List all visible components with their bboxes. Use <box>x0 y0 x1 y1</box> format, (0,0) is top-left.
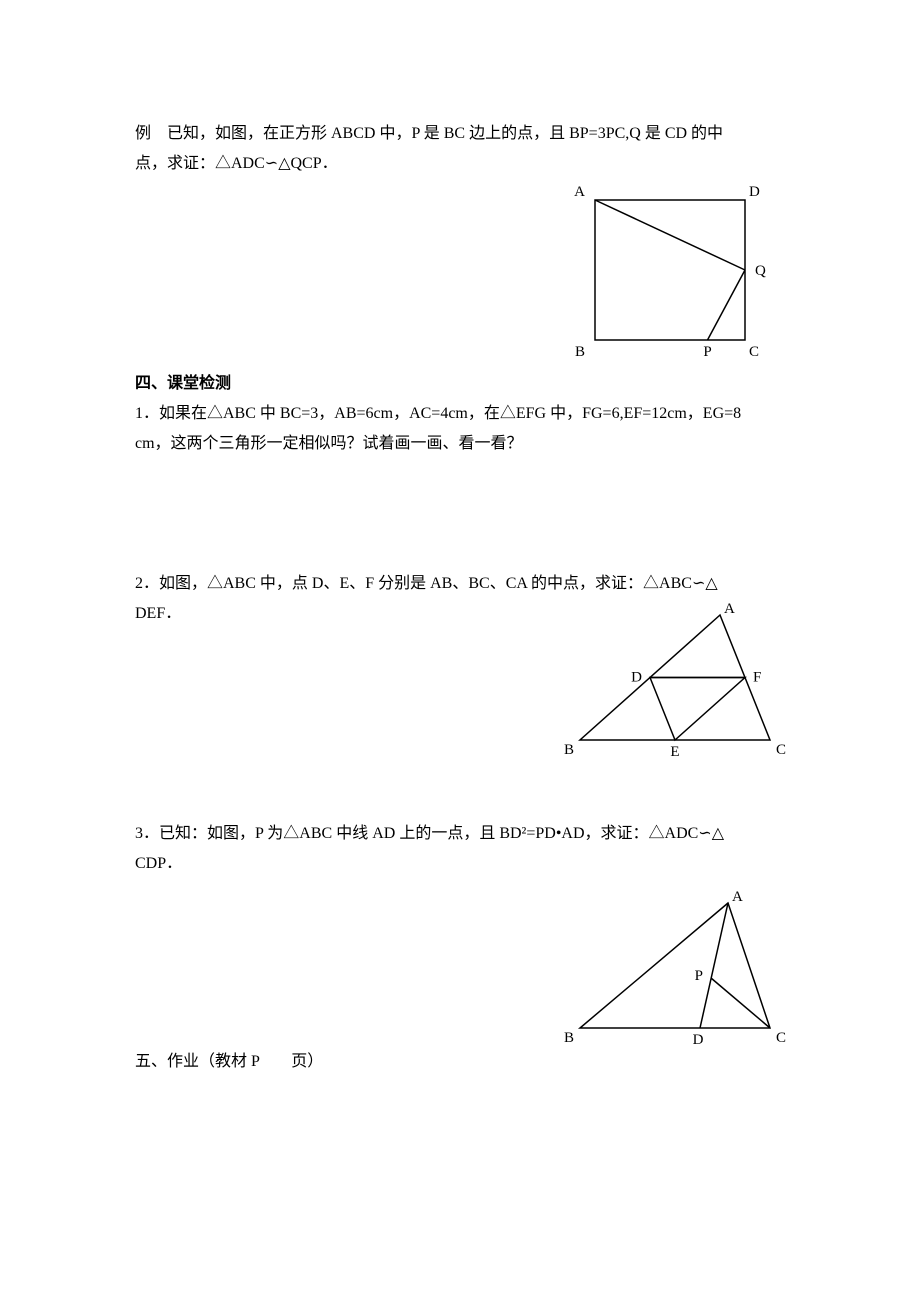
svg-text:C: C <box>749 344 759 360</box>
svg-text:D: D <box>749 184 760 200</box>
example-line1: 例 已知，如图，在正方形 ABCD 中，P 是 BC 边上的点，且 BP=3PC… <box>135 120 790 148</box>
svg-text:C: C <box>776 1030 786 1046</box>
section5-heading: 五、作业（教材 P 页） <box>135 1048 790 1076</box>
document-page: 例 已知，如图，在正方形 ABCD 中，P 是 BC 边上的点，且 BP=3PC… <box>0 0 920 1302</box>
svg-text:P: P <box>695 968 703 984</box>
svg-text:E: E <box>670 744 679 760</box>
svg-text:A: A <box>732 889 743 905</box>
triangle-adp-diagram: A B C D P <box>560 888 790 1048</box>
triangle-def-diagram: A B C D E F <box>560 600 790 760</box>
figure-square: A D B C Q P <box>570 180 790 362</box>
figure-triangle-adp: A B C D P <box>560 888 790 1048</box>
svg-text:Q: Q <box>755 263 766 279</box>
svg-text:D: D <box>631 670 642 686</box>
section4-heading: 四、课堂检测 <box>135 370 790 398</box>
svg-text:D: D <box>693 1032 704 1048</box>
svg-text:P: P <box>703 344 711 360</box>
svg-text:C: C <box>776 742 786 758</box>
svg-text:A: A <box>574 184 585 200</box>
svg-text:F: F <box>753 670 761 686</box>
square-diagram: A D B C Q P <box>570 180 790 362</box>
figure-triangle-def: A B C D E F <box>560 600 790 760</box>
svg-text:B: B <box>564 742 574 758</box>
svg-text:A: A <box>724 601 735 617</box>
q1-line2: cm，这两个三角形一定相似吗？试着画一画、看一看？ <box>135 430 790 458</box>
svg-text:B: B <box>564 1030 574 1046</box>
q1-line1: 1．如果在△ABC 中 BC=3，AB=6cm，AC=4cm，在△EFG 中，F… <box>135 400 790 428</box>
example-line2: 点，求证：△ADC∽△QCP． <box>135 150 790 178</box>
svg-text:B: B <box>575 344 585 360</box>
q2-line1: 2．如图，△ABC 中，点 D、E、F 分别是 AB、BC、CA 的中点，求证：… <box>135 570 790 598</box>
q3-line2: CDP． <box>135 850 790 878</box>
q3-line1: 3．已知：如图，P 为△ABC 中线 AD 上的一点，且 BD²=PD•AD，求… <box>135 820 790 848</box>
